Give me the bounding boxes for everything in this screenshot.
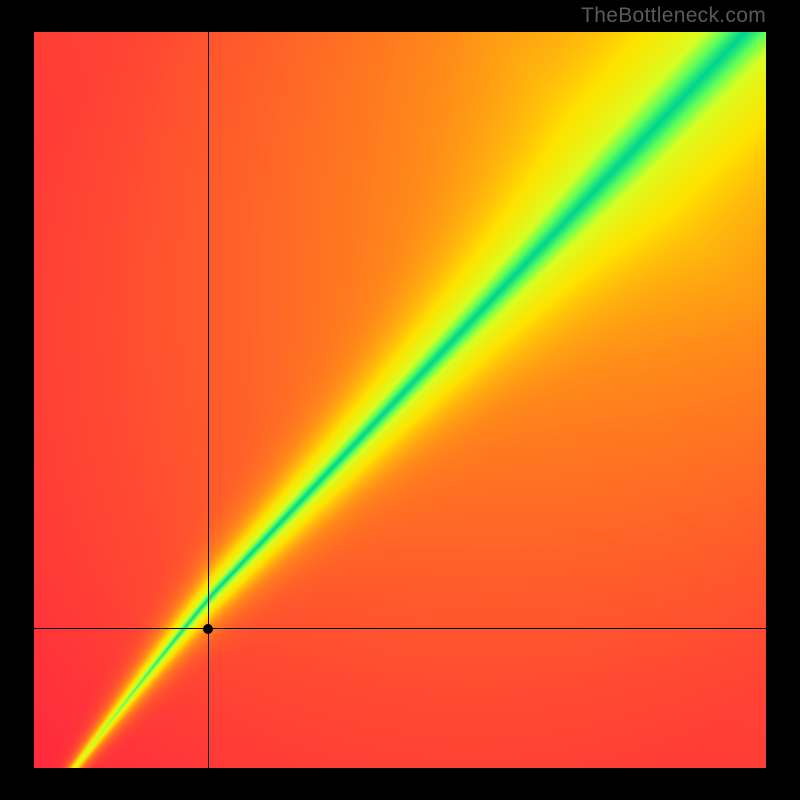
crosshair-vertical [208, 32, 209, 768]
heatmap-canvas [34, 32, 766, 768]
crosshair-marker [203, 624, 213, 634]
watermark-text: TheBottleneck.com [581, 4, 766, 28]
crosshair-horizontal [34, 628, 766, 629]
heatmap-plot [34, 32, 766, 768]
